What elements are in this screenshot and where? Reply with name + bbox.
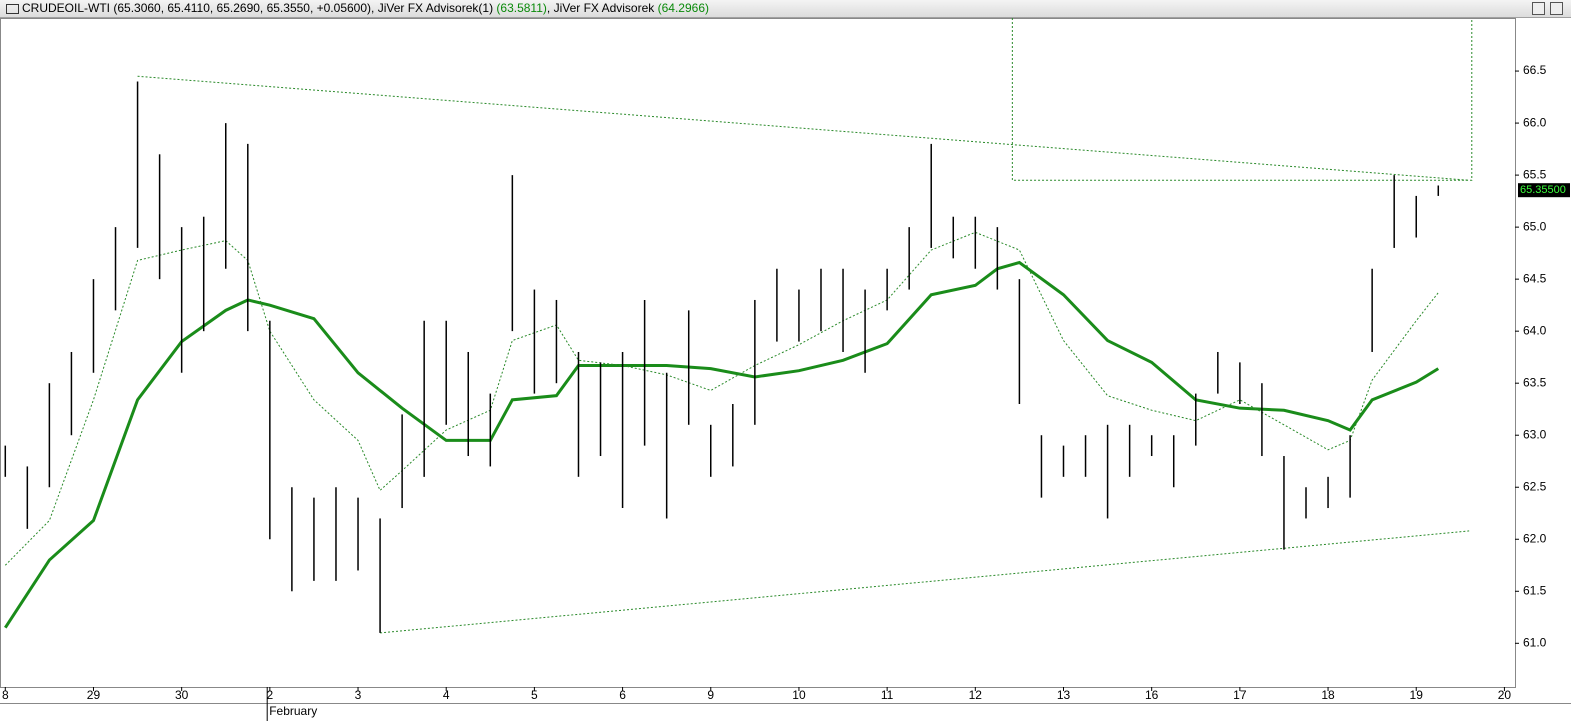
y-tick-label: 62.0	[1523, 531, 1547, 545]
y-tick-label: 64.5	[1523, 271, 1547, 285]
x-tick-label: 18	[1321, 688, 1335, 702]
trendline	[137, 75, 1470, 181]
y-tick-label: 66.0	[1523, 115, 1547, 129]
month-label: February	[269, 704, 317, 718]
y-tick-label: 63.5	[1523, 375, 1547, 389]
x-tick-label: 16	[1145, 688, 1159, 702]
y-tick-label: 64.0	[1523, 323, 1547, 337]
y-tick-label: 65.5	[1523, 167, 1547, 181]
window-icon	[6, 4, 19, 14]
x-tick-label: 30	[175, 688, 189, 702]
target-box	[1011, 18, 1473, 181]
symbol: CRUDEOIL-WTI	[22, 1, 110, 15]
close-button[interactable]	[1550, 2, 1563, 15]
y-tick-label: 61.0	[1523, 635, 1547, 649]
last-price-label: 65.35500	[1520, 184, 1566, 196]
y-tick-label: 65.0	[1523, 219, 1547, 233]
y-tick-label: 66.5	[1523, 63, 1547, 77]
x-tick-label: 5	[531, 688, 538, 702]
indicator-name: JiVer FX Advisorek	[553, 1, 655, 15]
title-bar: CRUDEOIL-WTI (65.3060, 65.4110, 65.2690,…	[0, 0, 1571, 18]
x-tick-label: 10	[792, 688, 806, 702]
x-tick-label: 29	[87, 688, 101, 702]
x-tick-label: 12	[969, 688, 983, 702]
x-tick-label: 4	[443, 688, 450, 702]
chart: 61.0 61.5 62.0 62.5 63.0 63.5 64.0 64.5 65.0 65.5…	[0, 18, 1571, 721]
x-tick-label: 2	[266, 688, 273, 702]
x-tick-label: 8	[2, 688, 9, 702]
x-tick-label: 3	[355, 688, 362, 702]
quote: (65.3060, 65.4110, 65.2690, 65.3550, +0.…	[113, 1, 372, 15]
indicator-name: JiVer FX Advisorek(1)	[377, 1, 494, 15]
x-tick-label: 11	[881, 688, 894, 702]
restore-button[interactable]	[1532, 2, 1545, 15]
plot-frame	[0, 18, 1516, 688]
x-tick-label: 6	[619, 688, 626, 702]
indicator-value: (63.5811)	[496, 1, 547, 15]
x-tick-label: 17	[1233, 688, 1247, 702]
x-tick-label: 19	[1410, 688, 1424, 702]
x-tick-label: 9	[707, 688, 714, 702]
y-tick-label: 62.5	[1523, 479, 1547, 493]
y-tick-label: 63.0	[1523, 427, 1547, 441]
y-tick-label: 61.5	[1523, 583, 1547, 597]
indicator-line	[4, 260, 1440, 629]
last-price-tag	[1518, 183, 1570, 198]
x-tick-label: 13	[1057, 688, 1071, 702]
x-tick-label: 20	[1498, 688, 1512, 702]
indicator-value: (64.2966)	[657, 1, 709, 15]
